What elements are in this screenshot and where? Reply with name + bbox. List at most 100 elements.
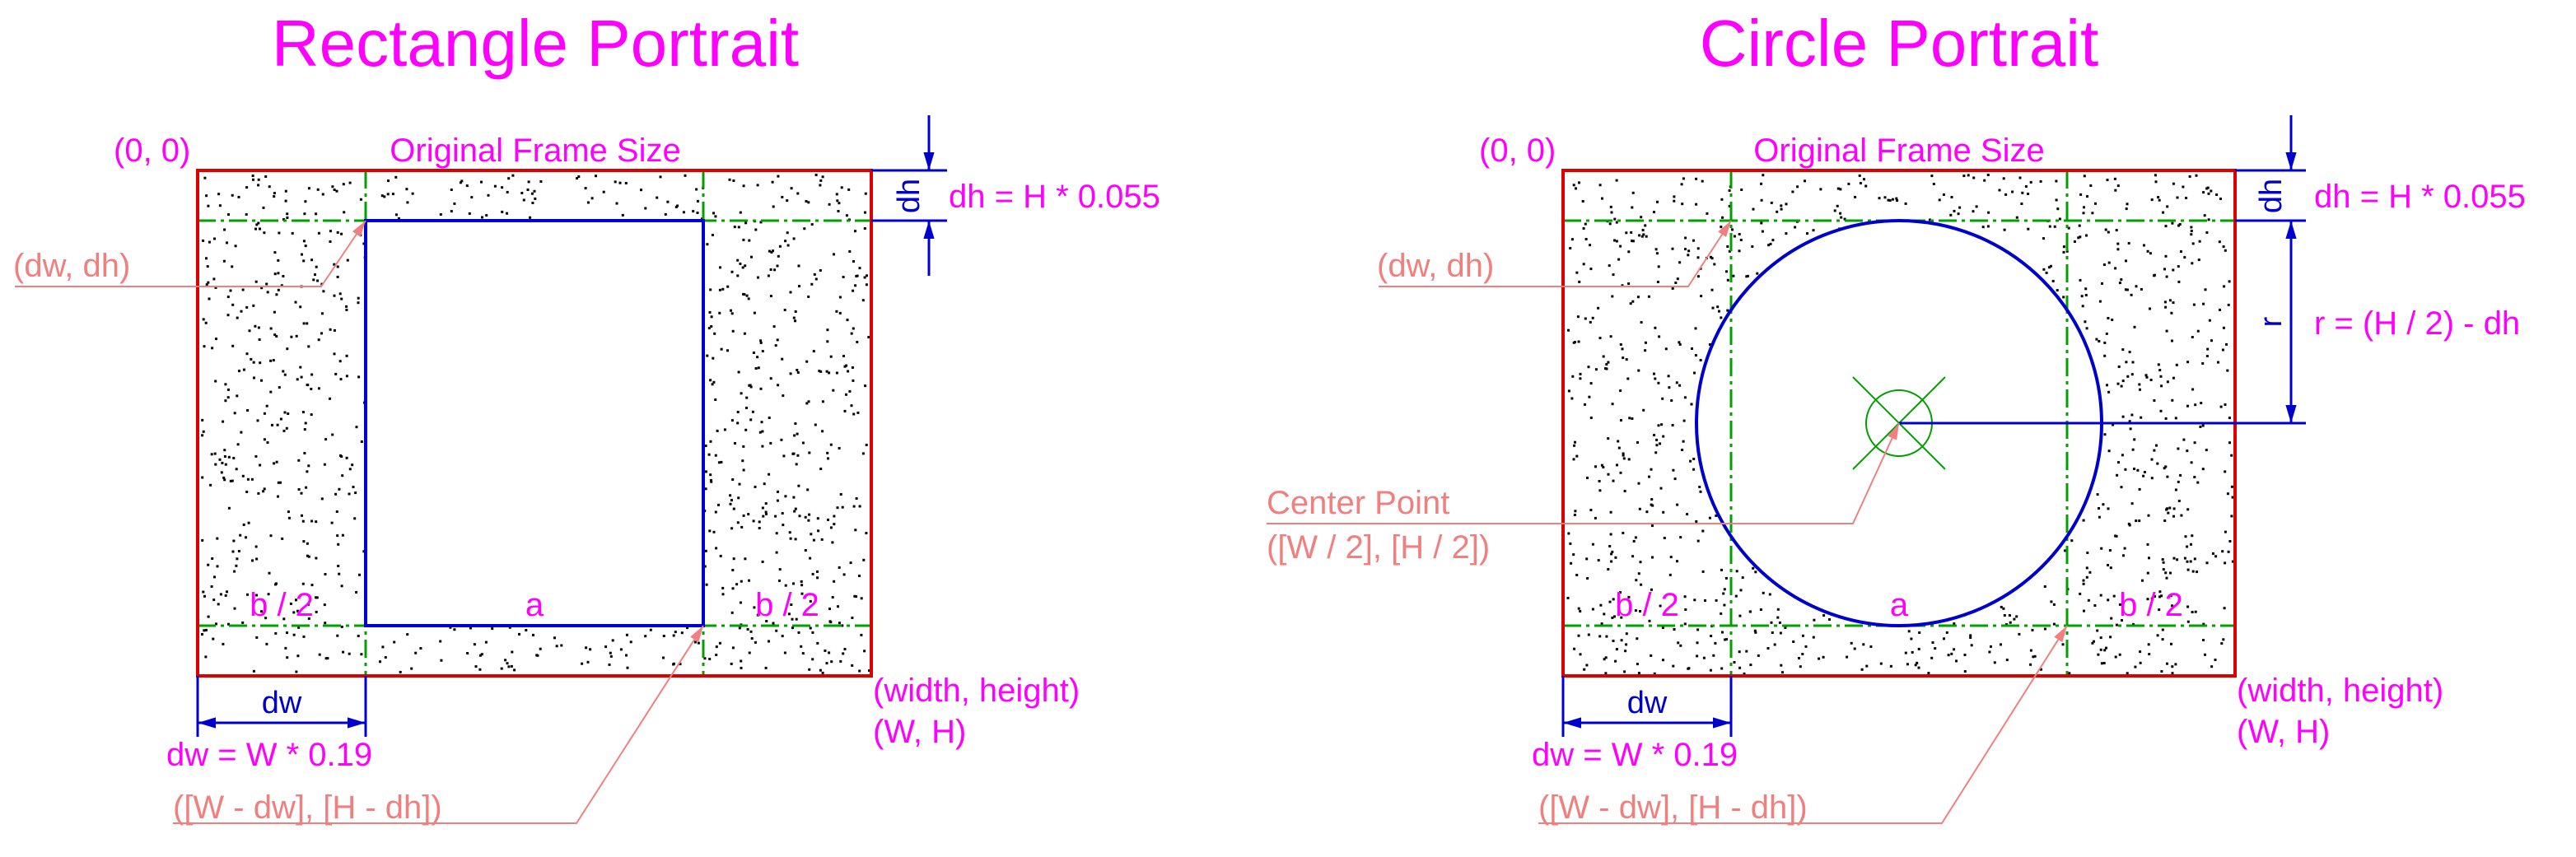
stipple-dot — [1609, 205, 1612, 208]
stipple-dot — [226, 314, 230, 317]
stipple-dot — [1917, 647, 1920, 650]
stipple-dot — [267, 593, 270, 596]
stipple-dot — [315, 212, 318, 216]
stipple-dot — [2139, 650, 2142, 654]
stipple-dot — [2194, 610, 2197, 613]
stipple-dot — [2160, 670, 2163, 673]
stipple-dot — [338, 487, 341, 491]
stipple-dot — [1911, 650, 1914, 654]
stipple-dot — [829, 443, 833, 446]
stipple-dot — [2117, 461, 2120, 464]
stipple-dot — [764, 502, 768, 505]
stipple-dot — [731, 646, 735, 650]
stipple-dot — [269, 327, 273, 330]
stipple-dot — [2198, 240, 2201, 243]
stipple-dot — [833, 253, 835, 256]
stipple-dot — [782, 454, 786, 458]
stipple-dot — [2015, 216, 2018, 219]
stipple-dot — [340, 585, 343, 588]
stipple-dot — [1567, 328, 1570, 332]
stipple-dot — [278, 386, 281, 389]
stipple-dot — [2183, 256, 2186, 259]
stipple-dot — [2154, 174, 2157, 177]
stipple-dot — [2207, 218, 2210, 221]
stipple-dot — [2222, 638, 2225, 641]
stipple-dot — [2171, 339, 2173, 342]
stipple-dot — [287, 412, 290, 415]
stipple-dot — [338, 360, 342, 363]
stipple-dot — [615, 202, 618, 205]
stipple-dot — [2188, 175, 2191, 178]
stipple-dot — [1603, 612, 1606, 616]
stipple-dot — [330, 521, 334, 524]
stipple-dot — [297, 626, 301, 629]
stipple-dot — [254, 545, 258, 548]
stipple-dot — [2146, 571, 2149, 575]
circle-dh-dimension — [2235, 115, 2306, 423]
stipple-dot — [1710, 257, 1714, 260]
stipple-dot — [324, 657, 328, 660]
stipple-dot — [1639, 610, 1641, 612]
stipple-dot — [2224, 249, 2227, 252]
stipple-dot — [1725, 270, 1728, 273]
stipple-dot — [2011, 190, 2014, 193]
circle-b-right-label: b / 2 — [2119, 587, 2183, 623]
stipple-dot — [2165, 275, 2168, 278]
stipple-dot — [1904, 202, 1907, 205]
stipple-dot — [302, 259, 306, 263]
stipple-dot — [2032, 655, 2035, 659]
stipple-dot — [2230, 454, 2233, 457]
stipple-dot — [2080, 295, 2084, 298]
stipple-dot — [2064, 549, 2067, 552]
stipple-dot — [224, 594, 227, 597]
stipple-dot — [1600, 622, 1603, 626]
stipple-dot — [2093, 640, 2095, 643]
stipple-dot — [1762, 591, 1765, 594]
stipple-dot — [251, 559, 254, 562]
stipple-dot — [1710, 635, 1713, 637]
stipple-dot — [1572, 184, 1575, 187]
stipple-dot — [800, 580, 803, 583]
stipple-dot — [750, 255, 753, 258]
stipple-dot — [856, 341, 859, 343]
stipple-dot — [1634, 609, 1637, 612]
stipple-dot — [329, 240, 332, 243]
stipple-dot — [2047, 266, 2051, 269]
stipple-dot — [818, 370, 821, 373]
stipple-dot — [318, 653, 321, 656]
stipple-dot — [1629, 302, 1632, 305]
stipple-dot — [861, 452, 865, 455]
stipple-dot — [227, 622, 230, 626]
stipple-dot — [1675, 381, 1678, 384]
stipple-dot — [1657, 265, 1660, 268]
stipple-dot — [283, 373, 287, 376]
stipple-dot — [825, 370, 828, 373]
stipple-dot — [1575, 454, 1579, 458]
stipple-dot — [2088, 571, 2092, 574]
stipple-dot — [1945, 631, 1948, 634]
stipple-dot — [335, 510, 338, 513]
stipple-dot — [2082, 519, 2085, 522]
stipple-dot — [1726, 309, 1729, 312]
stipple-dot — [273, 310, 276, 314]
stipple-dot — [761, 430, 764, 433]
stipple-dot — [1720, 568, 1723, 571]
stipple-dot — [229, 289, 232, 292]
stipple-dot — [307, 555, 310, 558]
stipple-dot — [337, 565, 340, 567]
rect-stipple — [201, 174, 870, 674]
stipple-dot — [1657, 424, 1660, 427]
stipple-dot — [854, 284, 857, 287]
stipple-dot — [453, 628, 456, 631]
stipple-dot — [2124, 288, 2127, 291]
stipple-dot — [286, 347, 289, 351]
stipple-dot — [306, 470, 309, 473]
stipple-dot — [786, 244, 790, 247]
stipple-dot — [731, 587, 735, 590]
stipple-dot — [856, 274, 859, 277]
stipple-dot — [790, 603, 793, 606]
stipple-dot — [2089, 184, 2093, 187]
stipple-dot — [1760, 182, 1763, 185]
stipple-dot — [777, 175, 780, 178]
stipple-dot — [1791, 190, 1794, 193]
